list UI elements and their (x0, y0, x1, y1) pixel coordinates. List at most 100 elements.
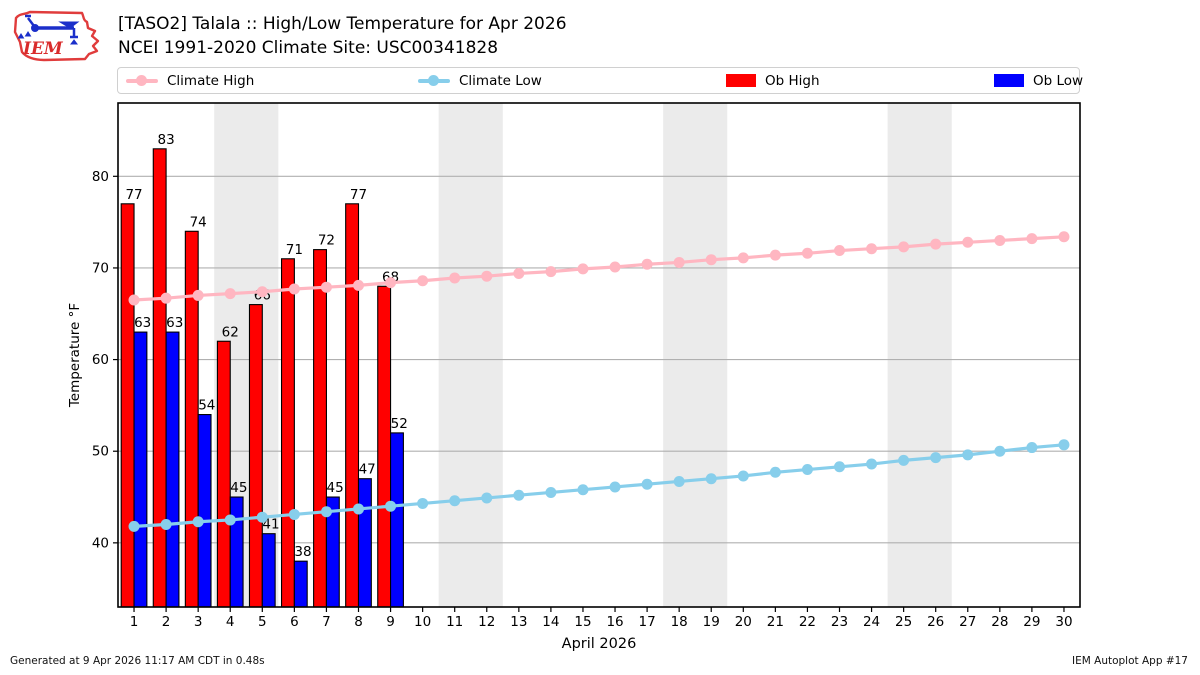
climate-low-point (737, 470, 749, 482)
ob-high-swatch-icon (726, 74, 756, 87)
ob-high-bar (313, 249, 327, 608)
ob-high-bar (248, 304, 263, 608)
x-tick-label: 21 (767, 614, 784, 630)
legend: Climate High Climate Low Ob High Ob Low (117, 67, 1084, 94)
ob-low-bar (165, 331, 180, 608)
ob-low-bar (390, 432, 404, 608)
app-credit: IEM Autoplot App #17 (1072, 655, 1188, 667)
climate-high-point (898, 241, 910, 253)
ob-low-value-label: 63 (134, 315, 151, 331)
x-tick-label: 6 (290, 614, 299, 630)
ob-high-bar (377, 285, 392, 608)
x-tick-label: 5 (258, 614, 267, 630)
x-tick-label: 28 (991, 614, 1008, 630)
climate-high-point (769, 249, 781, 261)
ob-low-value-label: 52 (391, 416, 408, 432)
climate-low-point (288, 508, 300, 520)
climate-low-point (801, 464, 813, 476)
climate-low-point (256, 511, 268, 523)
climate-low-point (898, 454, 910, 466)
climate-low-point (224, 514, 236, 526)
weekend-band (438, 103, 503, 607)
climate-low-point (962, 449, 974, 461)
climate-high-point (609, 261, 621, 273)
x-tick-label: 22 (799, 614, 816, 630)
climate-low-point (545, 486, 557, 498)
climate-high-point (673, 256, 685, 268)
climate-low-point (641, 478, 653, 490)
legend-label: Ob Low (1033, 72, 1084, 89)
x-tick-label: 24 (863, 614, 880, 630)
climate-high-swatch-icon (126, 75, 158, 87)
ob-low-bar (229, 496, 244, 608)
climate-low-point (417, 497, 429, 509)
ob-high-bar (184, 230, 199, 608)
climate-low-point (385, 500, 397, 512)
climate-high-point (288, 283, 300, 295)
climate-high-point (481, 270, 493, 282)
climate-high-point (801, 247, 813, 259)
x-tick-label: 9 (386, 614, 395, 630)
ob-low-bar (357, 478, 372, 608)
climate-high-point (256, 286, 268, 298)
climate-low-point (930, 452, 942, 464)
climate-low-point (705, 473, 717, 485)
climate-high-point (641, 258, 653, 270)
climate-low-point (769, 466, 781, 478)
ob-high-value-label: 77 (125, 187, 142, 203)
legend-label: Ob High (765, 72, 820, 89)
climate-low-point (353, 503, 364, 515)
x-axis-label: April 2026 (562, 636, 637, 652)
y-tick-label: 60 (92, 352, 109, 368)
ob-low-bar (261, 533, 276, 608)
climate-low-point (1058, 439, 1070, 451)
x-tick-label: 11 (446, 614, 463, 630)
weekend-band (887, 103, 952, 607)
ob-low-value-label: 47 (359, 462, 376, 478)
legend-item-ob-high: Ob High (726, 73, 820, 89)
x-tick-label: 20 (735, 614, 752, 630)
climate-high-point (1026, 233, 1038, 245)
climate-low-point (449, 495, 461, 507)
ob-low-value-label: 41 (262, 517, 279, 533)
climate-low-point (160, 519, 172, 531)
logo-text: IEM (22, 39, 64, 59)
climate-low-point (481, 492, 493, 504)
climate-high-point (417, 275, 429, 287)
climate-low-point (994, 445, 1006, 457)
ob-high-value-label: 74 (190, 214, 207, 230)
ob-high-value-label: 71 (286, 242, 303, 258)
ob-low-value-label: 63 (166, 315, 183, 331)
x-tick-label: 8 (354, 614, 363, 630)
climate-high-point (834, 245, 845, 257)
ob-high-bar (216, 340, 231, 608)
climate-high-point (737, 252, 749, 264)
climate-low-point (128, 520, 140, 532)
y-tick-label: 80 (92, 169, 109, 185)
x-tick-label: 2 (162, 614, 171, 630)
x-tick-label: 26 (927, 614, 944, 630)
legend-label: Climate Low (459, 72, 542, 89)
ob-high-value-label: 77 (350, 187, 367, 203)
climate-high-point (320, 281, 332, 293)
climate-low-swatch-icon (418, 75, 450, 87)
climate-high-point (994, 234, 1006, 246)
climate-low-point (192, 516, 204, 528)
ob-high-bar (120, 203, 135, 608)
ob-high-value-label: 83 (158, 132, 175, 148)
climate-low-point (609, 481, 621, 493)
ob-low-value-label: 54 (198, 398, 215, 414)
climate-high-point (128, 294, 140, 306)
weekend-band (663, 103, 728, 607)
climate-low-point (1026, 442, 1038, 454)
ob-high-value-label: 72 (318, 233, 335, 249)
plot-border (117, 102, 1081, 608)
chart-subtitle: NCEI 1991-2020 Climate Site: USC00341828 (118, 38, 499, 58)
x-tick-label: 7 (322, 614, 331, 630)
ob-low-value-label: 38 (294, 544, 311, 560)
x-tick-label: 3 (194, 614, 203, 630)
x-tick-label: 25 (895, 614, 912, 630)
x-tick-label: 27 (959, 614, 976, 630)
